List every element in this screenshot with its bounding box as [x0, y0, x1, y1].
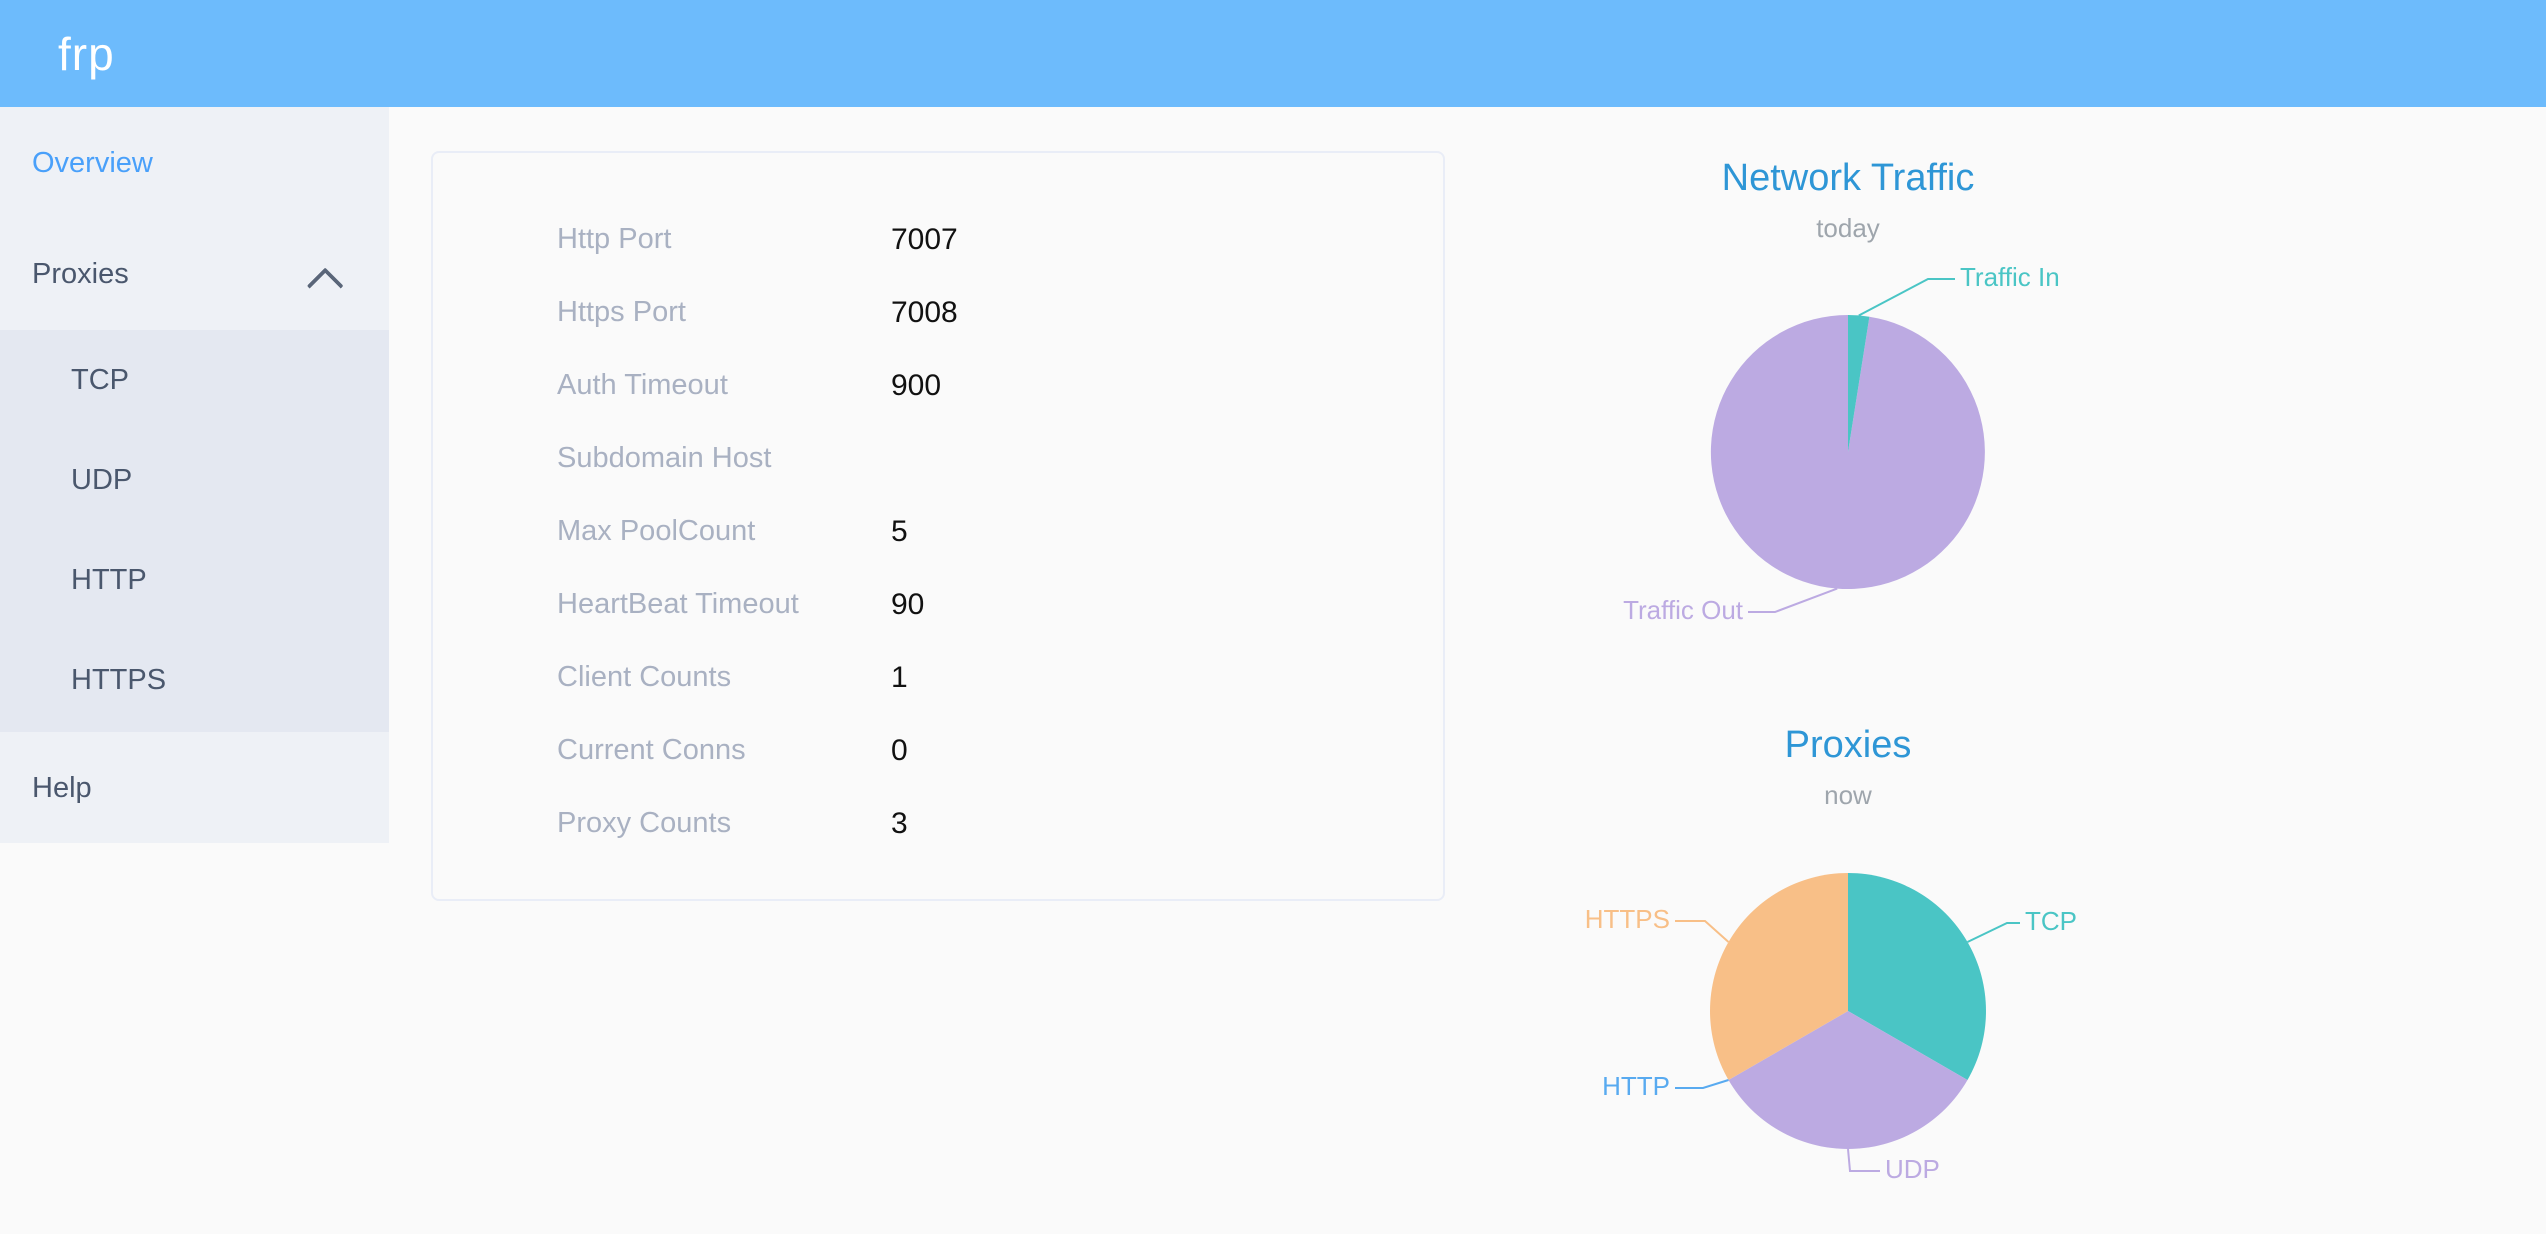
proxies-subtitle: now	[1824, 780, 1872, 810]
app-logo: frp	[58, 27, 115, 80]
pie-label-http: HTTP	[1602, 1071, 1670, 1101]
info-label: Subdomain Host	[557, 442, 772, 474]
pie-slice-tcp[interactable]	[1848, 873, 1986, 1080]
leader-line-traffic-in	[1858, 278, 1955, 317]
pie-slice-https[interactable]	[1710, 873, 1848, 1080]
sidebar-item-https-label: HTTPS	[71, 663, 167, 696]
pie-slice-traffic-in[interactable]	[1848, 315, 1870, 452]
info-label: Max PoolCount	[557, 515, 756, 547]
pie-label-traffic-in: Traffic In	[1960, 262, 2060, 292]
sidebar-item-udp[interactable]: UDP	[0, 430, 389, 530]
info-label: Auth Timeout	[557, 369, 728, 401]
sidebar-item-overview-label: Overview	[32, 146, 153, 179]
info-value: 7008	[891, 295, 958, 329]
pie-slice-udp[interactable]	[1728, 1011, 1968, 1149]
sidebar-item-tcp[interactable]: TCP	[0, 330, 389, 430]
pie-label-https: HTTPS	[1585, 904, 1670, 934]
sidebar-item-https[interactable]: HTTPS	[0, 630, 389, 730]
charts-column: Network Traffic today Traffic In Traffic…	[1560, 107, 2136, 1209]
pie-label-traffic-out: Traffic Out	[1623, 595, 1744, 625]
network-traffic-subtitle: today	[1816, 213, 1880, 243]
info-label: HeartBeat Timeout	[557, 588, 799, 620]
pie-label-udp: UDP	[1885, 1154, 1940, 1184]
info-row-max-poolcount: Max PoolCount 5	[433, 495, 1443, 568]
info-row-auth-timeout: Auth Timeout 900	[433, 349, 1443, 422]
proxies-title: Proxies	[1784, 724, 1912, 766]
info-label: Current Conns	[557, 734, 746, 766]
info-row-heartbeat-timeout: HeartBeat Timeout 90	[433, 568, 1443, 641]
sidebar-submenu-proxies: TCP UDP HTTP HTTPS	[0, 330, 389, 732]
info-label: Http Port	[557, 223, 672, 255]
sidebar-item-proxies[interactable]: Proxies	[0, 223, 389, 325]
sidebar-item-help-label: Help	[32, 771, 92, 804]
chevron-up-icon	[306, 267, 344, 305]
sidebar-item-overview[interactable]: Overview	[0, 112, 389, 214]
pie-label-tcp: TCP	[2025, 906, 2077, 936]
sidebar-item-http[interactable]: HTTP	[0, 530, 389, 630]
info-value: 5	[891, 514, 908, 548]
info-value: 3	[891, 806, 908, 840]
info-value: 900	[891, 368, 942, 402]
leader-line-udp	[1847, 1148, 1880, 1172]
info-row-client-counts: Client Counts 1	[433, 641, 1443, 714]
leader-line-https	[1675, 920, 1730, 943]
sidebar: Overview Proxies TCP UDP HTTP HTTPS Help	[0, 107, 389, 843]
sidebar-item-tcp-label: TCP	[71, 363, 129, 396]
info-row-http-port: Http Port 7007	[433, 203, 1443, 276]
info-label: Client Counts	[557, 661, 732, 693]
app-header: frp	[0, 0, 2546, 107]
sidebar-item-udp-label: UDP	[71, 463, 133, 496]
info-label: Proxy Counts	[557, 807, 732, 839]
sidebar-item-help[interactable]: Help	[0, 737, 389, 839]
info-row-subdomain-host: Subdomain Host	[433, 422, 1443, 495]
network-traffic-title: Network Traffic	[1721, 157, 1975, 199]
server-info-card: Http Port 7007 Https Port 7008 Auth Time…	[431, 151, 1445, 901]
pie-slice-traffic-out[interactable]	[1710, 314, 1985, 589]
info-row-proxy-counts: Proxy Counts 3	[433, 787, 1443, 860]
info-value: 1	[891, 660, 908, 694]
sidebar-item-proxies-label: Proxies	[32, 257, 129, 290]
sidebar-item-http-label: HTTP	[71, 563, 147, 596]
network-traffic-pie-chart: Traffic In Traffic Out	[1623, 262, 2060, 625]
leader-line-http	[1675, 1079, 1729, 1089]
proxies-pie-chart: TCP HTTPS HTTP UDP	[1585, 873, 2077, 1184]
leader-line-traffic-out	[1748, 587, 1838, 613]
info-row-current-conns: Current Conns 0	[433, 714, 1443, 787]
info-value: 90	[891, 587, 925, 621]
leader-line-tcp	[1967, 922, 2020, 943]
info-row-https-port: Https Port 7008	[433, 276, 1443, 349]
info-label: Https Port	[557, 296, 686, 328]
info-value: 7007	[891, 222, 958, 256]
info-value: 0	[891, 733, 908, 767]
